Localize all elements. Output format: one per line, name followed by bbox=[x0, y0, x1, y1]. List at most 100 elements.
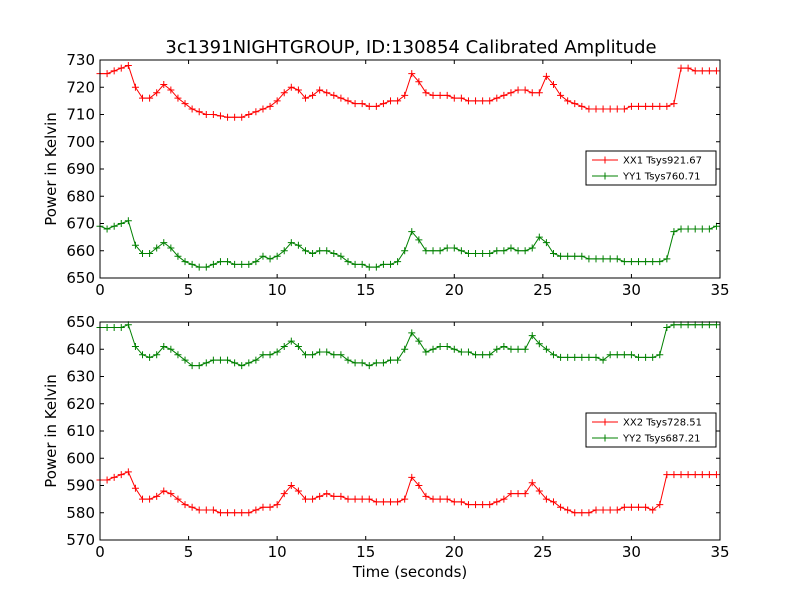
data-point bbox=[301, 247, 309, 255]
data-point bbox=[365, 263, 373, 271]
data-point bbox=[245, 260, 253, 268]
data-point bbox=[677, 225, 685, 233]
data-point bbox=[514, 345, 522, 353]
data-point bbox=[443, 495, 451, 503]
data-point bbox=[620, 105, 628, 113]
data-point bbox=[670, 471, 678, 479]
data-point bbox=[472, 351, 480, 359]
data-point bbox=[224, 509, 232, 517]
data-point bbox=[599, 506, 607, 514]
data-point bbox=[677, 471, 685, 479]
data-point bbox=[479, 351, 487, 359]
data-point bbox=[195, 362, 203, 370]
data-point bbox=[620, 258, 628, 266]
data-point bbox=[698, 225, 706, 233]
data-point bbox=[245, 359, 253, 367]
data-point bbox=[252, 356, 260, 364]
data-point bbox=[500, 343, 508, 351]
data-point bbox=[209, 506, 217, 514]
data-point bbox=[358, 260, 366, 268]
x-tick-label: 25 bbox=[533, 543, 552, 561]
data-point bbox=[337, 351, 345, 359]
data-point bbox=[712, 67, 720, 75]
data-point bbox=[351, 359, 359, 367]
data-point bbox=[408, 473, 416, 481]
data-point bbox=[216, 356, 224, 364]
data-point bbox=[500, 495, 508, 503]
data-point bbox=[613, 351, 621, 359]
data-point bbox=[585, 509, 593, 517]
legend: XX1 Tsys921.67 YY1 Tsys760.71 bbox=[585, 150, 717, 186]
x-axis-label: Time (seconds) bbox=[352, 563, 468, 581]
data-point bbox=[294, 487, 302, 495]
y-axis-label: Power in Kelvin bbox=[42, 374, 60, 488]
series-line bbox=[100, 324, 717, 367]
legend-marker bbox=[601, 156, 609, 164]
data-point bbox=[684, 225, 692, 233]
data-point bbox=[691, 67, 699, 75]
data-point bbox=[316, 348, 324, 356]
y-tick-label: 660 bbox=[66, 242, 95, 260]
data-point bbox=[188, 260, 196, 268]
data-point bbox=[479, 249, 487, 257]
y-tick-label: 580 bbox=[66, 504, 95, 522]
data-point bbox=[153, 351, 161, 359]
data-point bbox=[273, 348, 281, 356]
data-point bbox=[379, 100, 387, 108]
data-point bbox=[216, 112, 224, 120]
data-point bbox=[358, 100, 366, 108]
data-point bbox=[521, 490, 529, 498]
data-point bbox=[309, 495, 317, 503]
y-tick-label: 640 bbox=[66, 340, 95, 358]
data-point bbox=[649, 353, 657, 361]
top-panel: 0 5 10 15 20 25 30 35 650 660 670 680 690 700 710 720 73… bbox=[42, 51, 730, 299]
data-point bbox=[705, 67, 713, 75]
data-point bbox=[599, 356, 607, 364]
data-point bbox=[174, 495, 182, 503]
data-point bbox=[656, 102, 664, 110]
data-point bbox=[379, 359, 387, 367]
data-point bbox=[309, 249, 317, 257]
data-point bbox=[635, 258, 643, 266]
data-point bbox=[514, 86, 522, 94]
data-point bbox=[379, 260, 387, 268]
data-point bbox=[557, 252, 565, 260]
data-point bbox=[365, 362, 373, 370]
data-point bbox=[401, 91, 409, 99]
data-point bbox=[443, 343, 451, 351]
x-tick-label: 5 bbox=[184, 281, 194, 299]
data-point bbox=[224, 113, 232, 121]
data-point bbox=[564, 252, 572, 260]
y-tick-label: 610 bbox=[66, 422, 95, 440]
data-point bbox=[500, 91, 508, 99]
data-point bbox=[486, 97, 494, 105]
data-point bbox=[457, 94, 465, 102]
data-point bbox=[245, 111, 253, 118]
data-point bbox=[571, 509, 579, 517]
data-point bbox=[450, 345, 458, 353]
data-point bbox=[358, 359, 366, 367]
data-point bbox=[124, 61, 132, 69]
data-point bbox=[181, 100, 189, 108]
data-point bbox=[287, 337, 295, 345]
x-tick-label: 35 bbox=[710, 281, 729, 299]
y-tick-label: 650 bbox=[66, 269, 95, 287]
data-point bbox=[422, 348, 430, 356]
x-tick-label: 15 bbox=[356, 543, 375, 561]
data-point bbox=[387, 97, 395, 105]
data-point bbox=[252, 506, 260, 514]
data-point bbox=[564, 353, 572, 361]
legend: XX2 Tsys728.51 YY2 Tsys687.21 bbox=[585, 412, 717, 448]
data-point bbox=[557, 503, 565, 511]
data-point bbox=[450, 94, 458, 102]
data-point bbox=[160, 487, 168, 495]
legend-label: YY2 Tsys687.21 bbox=[622, 434, 701, 445]
data-point bbox=[224, 356, 232, 364]
data-point bbox=[337, 492, 345, 500]
data-point bbox=[507, 345, 515, 353]
y-tick-label: 720 bbox=[66, 78, 95, 96]
data-point bbox=[457, 498, 465, 506]
data-point bbox=[202, 263, 210, 271]
data-point bbox=[486, 351, 494, 359]
